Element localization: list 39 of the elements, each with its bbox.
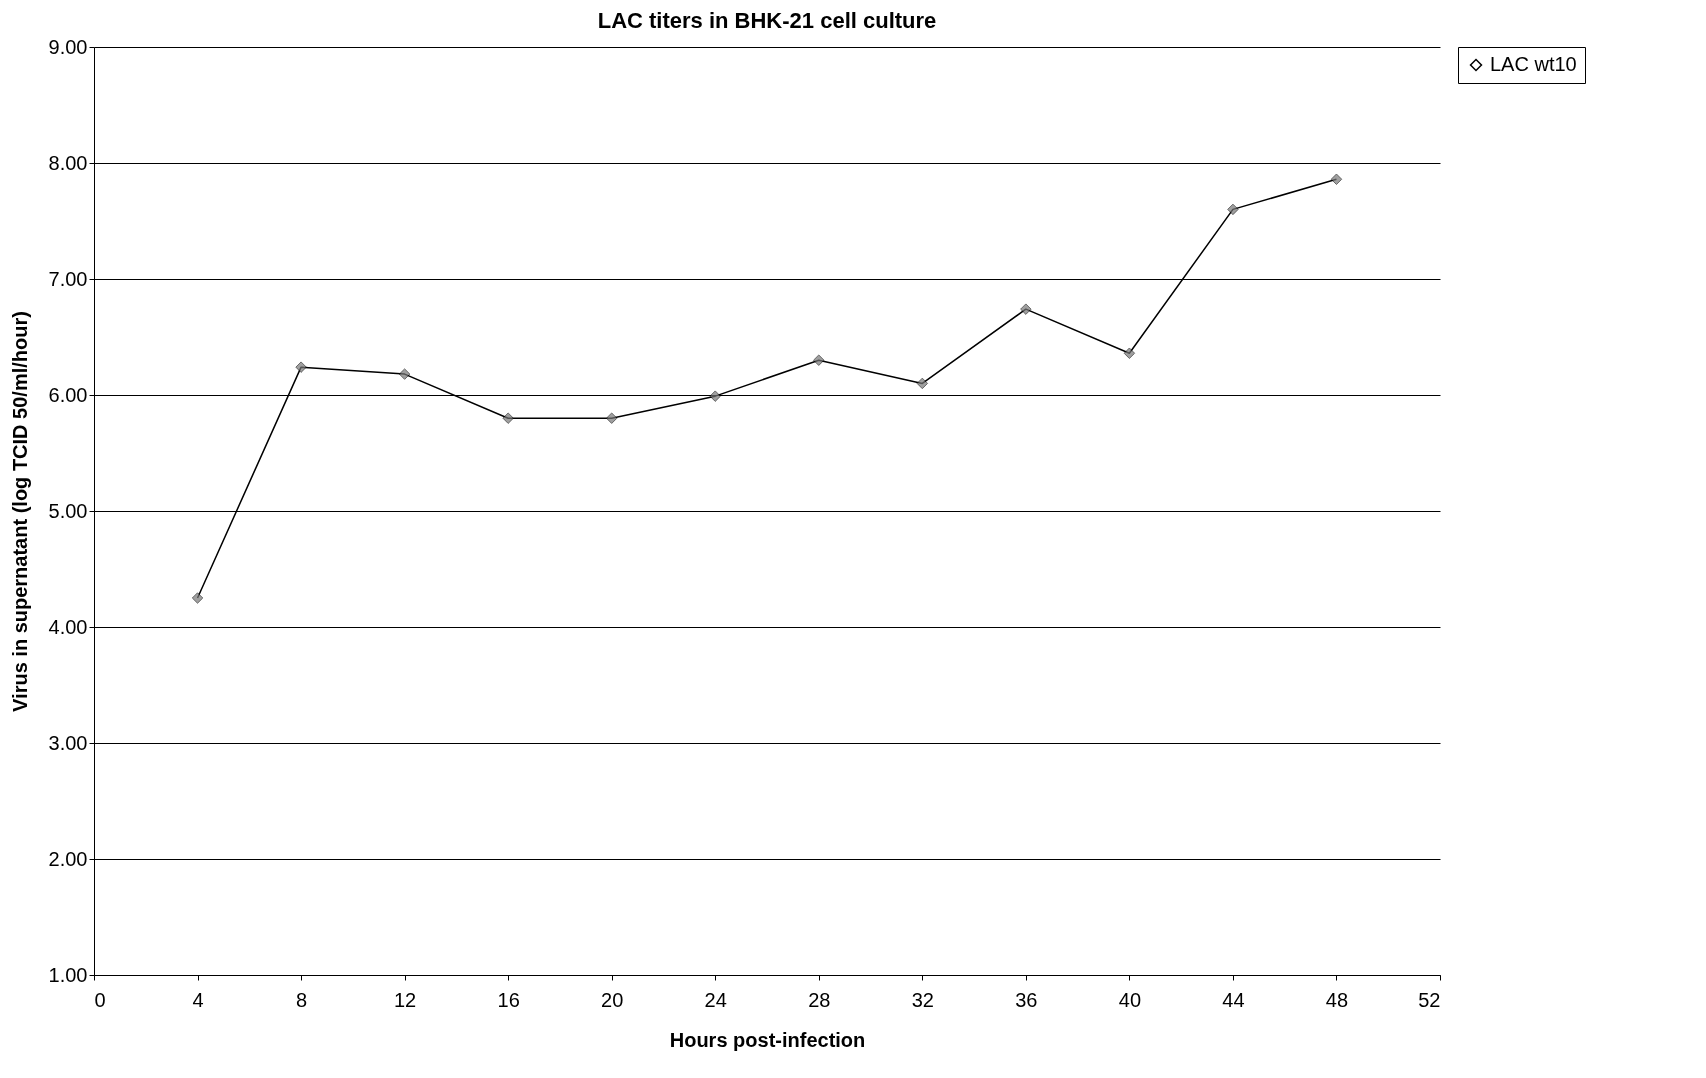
point (191, 592, 204, 604)
chart-title: LAC titers in BHK-21 cell culture (597, 8, 937, 33)
point (1330, 173, 1343, 185)
y-tick-label: 5.00 (48, 499, 88, 522)
point (606, 412, 618, 424)
x-tick-label: 8 (296, 988, 308, 1011)
x-axis-title: Hours post-infection (669, 1028, 866, 1051)
point (1123, 347, 1136, 359)
x-tick-label: 4 (192, 988, 204, 1011)
y-tick-label: 3.00 (48, 731, 88, 754)
x-tick-label: 12 (393, 988, 417, 1011)
y-tick-label: 4.00 (48, 615, 88, 638)
y-tick-label: 1.00 (48, 963, 88, 986)
point (709, 390, 721, 402)
point (502, 412, 514, 424)
x-tick-label: 36 (1015, 988, 1038, 1011)
point (916, 377, 928, 390)
x-tick-label: 48 (1325, 988, 1349, 1011)
x-tick-label: 32 (911, 988, 934, 1011)
point (295, 361, 307, 373)
y-tick-label: 8.00 (48, 151, 88, 174)
x-tick-label: 24 (704, 988, 727, 1011)
x-tick-label: 0 (94, 988, 106, 1011)
point (813, 354, 825, 366)
y-tick-label: 7.00 (48, 267, 88, 290)
y-tick-label: 9.00 (48, 35, 88, 58)
x-tick-label: 44 (1222, 988, 1245, 1011)
y-tick-label: 6.00 (48, 383, 88, 406)
y-axis-title: Virus in supernatant (log TCID 50/ml/hour) (8, 311, 31, 712)
point (1020, 303, 1032, 315)
y-tick-label: 2.00 (48, 847, 88, 870)
point (398, 368, 411, 380)
legend-label: LAC wt10 (1490, 53, 1577, 75)
x-tick-label: 20 (601, 988, 624, 1011)
x-tick-label: 52 (1418, 988, 1441, 1011)
x-tick-label: 16 (497, 988, 520, 1011)
point (1227, 203, 1239, 216)
x-tick-label: 40 (1118, 988, 1142, 1011)
x-tick-label: 28 (808, 988, 831, 1011)
